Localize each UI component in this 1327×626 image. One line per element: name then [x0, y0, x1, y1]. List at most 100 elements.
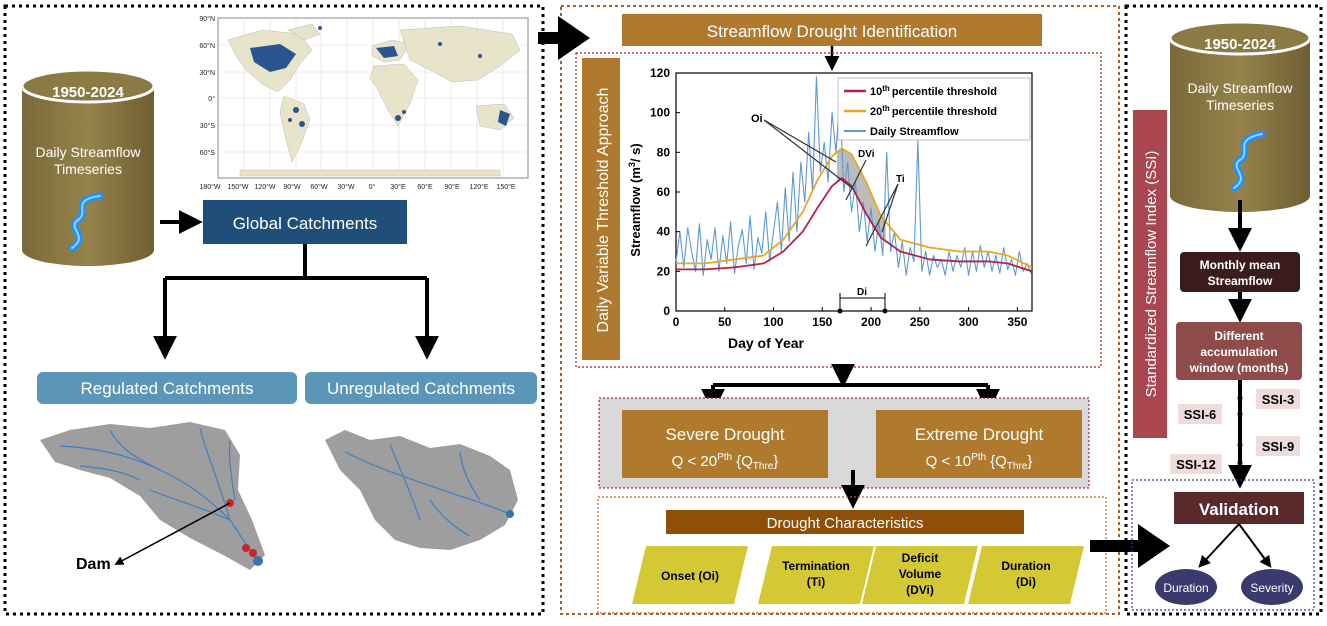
severity-ellipse	[1241, 569, 1303, 605]
lat-label: 60°S	[200, 149, 216, 157]
ssi-3-tag: SSI-3	[1262, 392, 1295, 407]
annotation-di: Di	[857, 287, 867, 298]
middle-panel-border	[560, 5, 1120, 615]
africa-shape	[369, 63, 419, 127]
lat-label: 0°	[208, 95, 215, 103]
lat-label: 90°N	[199, 15, 215, 23]
characteristic-duration: Duration (Di)	[968, 546, 1084, 604]
monthly-label-2: Streamflow	[1208, 274, 1273, 288]
arrow-to-severity	[1238, 523, 1272, 568]
annotation-oi: Oi	[751, 113, 763, 125]
characteristic-onset: Onset (Oi)	[632, 546, 748, 604]
y-tick-label: 40	[657, 225, 671, 239]
di-bracket	[837, 293, 888, 314]
termination-label-2: (Ti)	[807, 575, 825, 589]
validation-box	[1174, 492, 1304, 524]
y-tick-label: 80	[657, 145, 671, 159]
window-label-3: window (months)	[1189, 361, 1289, 375]
ti-pointer	[865, 183, 899, 247]
characteristic-deficit: Deficit Volume (DVi)	[862, 546, 978, 604]
monthly-label-1: Monthly mean	[1200, 258, 1281, 272]
lon-label: 30°E	[390, 183, 406, 191]
characteristics-container	[597, 496, 1107, 614]
lon-label: 180°W	[199, 183, 220, 191]
annotation-ti: Ti	[896, 174, 905, 185]
side-label-box	[582, 58, 620, 360]
identification-header-box	[622, 14, 1042, 46]
cylinder-line2: Timeseries	[54, 161, 122, 177]
deficit-label-3: (DVi)	[906, 583, 934, 597]
lat-label: 30°N	[199, 69, 215, 77]
ssi-side-box	[1133, 110, 1167, 438]
severity-label: Severity	[1250, 581, 1293, 595]
characteristics-header-box	[666, 510, 1024, 534]
deficit-label-2: Volume	[899, 567, 942, 581]
monthly-box	[1180, 252, 1300, 292]
unregulated-catchment-shape	[325, 430, 518, 550]
lon-label: 0°	[369, 183, 376, 191]
side-label: Daily Variable Threshold Approach	[595, 88, 612, 333]
x-tick-label: 350	[1007, 315, 1027, 329]
lat-label: 30°S	[200, 122, 216, 130]
ti-pointer-2	[881, 183, 899, 233]
oi-pointer	[763, 119, 837, 163]
dam-label: Dam	[76, 556, 111, 573]
legend-p20: 20th percentile threshold	[870, 104, 997, 118]
lon-label: 90°E	[444, 183, 460, 191]
severe-cond: Q < 20Pth {QThre}	[672, 452, 779, 472]
severe-box	[622, 410, 828, 478]
right-cylinder: 1950-2024 Daily Streamflow Timeseries	[1168, 20, 1312, 212]
deficit-label: Deficit	[902, 551, 939, 565]
arrow-to-duration	[1198, 523, 1240, 568]
lat-label: 60°N	[199, 42, 215, 50]
asia-shape	[399, 25, 521, 83]
lon-label: 150°W	[227, 183, 248, 191]
y-axis-label: Streamflow (m3/ s)	[627, 143, 643, 256]
ssi-6-tag: SSI-6	[1184, 407, 1217, 422]
branch-arrows	[153, 244, 439, 360]
right-panel-border	[1124, 4, 1323, 616]
lon-label: 60°E	[417, 183, 433, 191]
ssi-tags: SSI-3 SSI-6 SSI-9 SSI-12	[1170, 389, 1300, 474]
ssi-side-label: Standardized Streamflow Index (SSI)	[1143, 151, 1160, 398]
south-america-shape	[279, 95, 311, 163]
left-cylinder: 1950-2024 Daily Streamflow Timeseries	[20, 68, 156, 266]
characteristics-header: Drought Characteristics	[767, 515, 924, 532]
x-tick-label: 300	[959, 315, 979, 329]
right-cylinder-line1: Daily Streamflow	[1187, 80, 1293, 96]
window-label-1: Different	[1214, 329, 1263, 343]
identification-header: Streamflow Drought Identification	[707, 22, 957, 41]
antarctica-shape	[239, 169, 501, 177]
regulated-catchment-shape	[40, 422, 265, 570]
lon-label: 120°W	[254, 183, 275, 191]
extreme-cond: Q < 10Pth {QThre}	[926, 452, 1033, 472]
right-cylinder-line2: Timeseries	[1206, 97, 1274, 113]
duration-label-2: (Di)	[1016, 575, 1036, 589]
y-tick-label: 60	[657, 185, 671, 199]
x-axis-label: Day of Year	[728, 335, 805, 351]
ssi-12-tag: SSI-12	[1176, 457, 1216, 472]
lon-label: 120°E	[469, 183, 488, 191]
cylinder-line1: Daily Streamflow	[35, 144, 141, 160]
dam-pointer	[114, 502, 231, 565]
series-line-p20	[676, 147, 1033, 269]
x-tick-label: 0	[673, 315, 680, 329]
ssi-9-tag: SSI-9	[1262, 439, 1295, 454]
regulated-label: Regulated Catchments	[81, 379, 254, 398]
characteristic-termination: Termination (Ti)	[758, 546, 874, 604]
legend-daily: Daily Streamflow	[870, 126, 959, 138]
extreme-box	[876, 410, 1082, 478]
lon-label: 150°E	[496, 183, 515, 191]
window-box	[1176, 322, 1302, 380]
right-cylinder-years: 1950-2024	[1204, 36, 1276, 53]
series-line-p10	[676, 177, 1033, 273]
annotation-dvi: DVi	[858, 149, 875, 160]
legend-p10: 10th percentile threshold	[870, 84, 997, 98]
series-line-daily	[675, 76, 1032, 276]
onset-label: Onset (Oi)	[661, 569, 719, 583]
extreme-title: Extreme Drought	[915, 425, 1044, 444]
lon-label: 60°W	[310, 183, 328, 191]
lon-label: 90°W	[283, 183, 301, 191]
dvi-pointer	[845, 159, 867, 201]
